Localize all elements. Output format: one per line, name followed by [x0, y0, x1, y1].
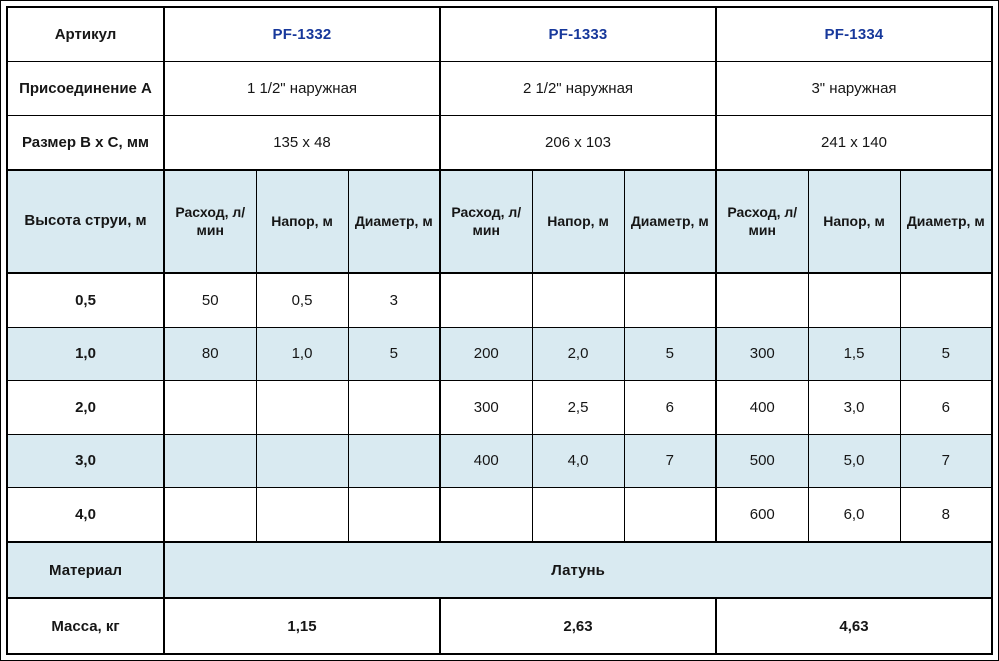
- jet-data-cell: [439, 272, 533, 328]
- subcol-header-cell: Напор, м: [531, 168, 625, 274]
- jet-data-cell: 5: [347, 326, 441, 382]
- jet-data-row: 2,0 300 2,5 6 400 3,0 6: [6, 380, 993, 435]
- jet-data-cell: [163, 433, 257, 489]
- jet-data-row: 3,0 400 4,0 7 500 5,0 7: [6, 433, 993, 489]
- jet-header-label-cell: Высота струи, м: [6, 168, 165, 274]
- jet-data-cell: 50: [163, 272, 257, 328]
- jet-data-cell: 300: [439, 380, 533, 435]
- jet-data-cell: 5,0: [807, 433, 901, 489]
- subcol-header-cell: Напор, м: [255, 168, 349, 274]
- material-label-cell: Материал: [6, 541, 165, 599]
- jet-data-cell: [807, 272, 901, 328]
- connection-value-cell: 2 1/2" наружная: [439, 61, 717, 116]
- jet-data-cell: 80: [163, 326, 257, 382]
- connection-row: Присоединение А 1 1/2" наружная 2 1/2" н…: [6, 61, 993, 116]
- jet-data-cell: 1,5: [807, 326, 901, 382]
- jet-height-cell: 2,0: [6, 380, 165, 435]
- jet-data-cell: 1,0: [255, 326, 349, 382]
- jet-data-cell: [623, 487, 717, 543]
- jet-height-cell: 3,0: [6, 433, 165, 489]
- jet-data-cell: [531, 487, 625, 543]
- jet-data-cell: 3: [347, 272, 441, 328]
- jet-data-cell: [255, 487, 349, 543]
- jet-data-cell: [347, 380, 441, 435]
- jet-data-cell: 3,0: [807, 380, 901, 435]
- jet-data-cell: [255, 433, 349, 489]
- jet-height-cell: 1,0: [6, 326, 165, 382]
- jet-data-cell: 5: [899, 326, 993, 382]
- article-value-cell: PF-1334: [715, 6, 993, 63]
- connection-label-cell: Присоединение А: [6, 61, 165, 116]
- jet-data-cell: 300: [715, 326, 809, 382]
- jet-data-cell: [715, 272, 809, 328]
- jet-data-cell: [531, 272, 625, 328]
- material-value-cell: Латунь: [163, 541, 993, 599]
- subcol-header-cell: Расход, л/мин: [439, 168, 533, 274]
- spec-table: Артикул PF-1332 PF-1333 PF-1334 Присоеди…: [6, 6, 993, 655]
- jet-header-row: Высота струи, м Расход, л/мин Напор, м Д…: [6, 168, 993, 274]
- size-label-cell: Размер B x C, мм: [6, 114, 165, 171]
- jet-data-cell: 400: [715, 380, 809, 435]
- article-label-cell: Артикул: [6, 6, 165, 63]
- subcol-header-cell: Расход, л/мин: [163, 168, 257, 274]
- mass-value-cell: 1,15: [163, 597, 441, 655]
- article-value-cell: PF-1333: [439, 6, 717, 63]
- jet-data-cell: 7: [899, 433, 993, 489]
- size-value-cell: 206 x 103: [439, 114, 717, 171]
- size-row: Размер B x C, мм 135 x 48 206 x 103 241 …: [6, 114, 993, 171]
- jet-data-cell: [899, 272, 993, 328]
- jet-data-cell: [347, 487, 441, 543]
- jet-data-cell: [439, 487, 533, 543]
- subcol-header-cell: Расход, л/мин: [715, 168, 809, 274]
- jet-data-cell: 5: [623, 326, 717, 382]
- jet-data-cell: 500: [715, 433, 809, 489]
- jet-data-cell: 600: [715, 487, 809, 543]
- jet-data-cell: [163, 380, 257, 435]
- jet-data-cell: 6: [899, 380, 993, 435]
- subcol-header-cell: Напор, м: [807, 168, 901, 274]
- jet-data-cell: [163, 487, 257, 543]
- jet-data-row: 1,0 80 1,0 5 200 2,0 5 300 1,5 5: [6, 326, 993, 382]
- article-row: Артикул PF-1332 PF-1333 PF-1334: [6, 6, 993, 63]
- jet-height-cell: 4,0: [6, 487, 165, 543]
- jet-height-cell: 0,5: [6, 272, 165, 328]
- mass-value-cell: 4,63: [715, 597, 993, 655]
- jet-data-cell: 2,0: [531, 326, 625, 382]
- jet-data-cell: 4,0: [531, 433, 625, 489]
- subcol-header-cell: Диаметр, м: [899, 168, 993, 274]
- jet-data-row: 0,5 50 0,5 3: [6, 272, 993, 328]
- connection-value-cell: 1 1/2" наружная: [163, 61, 441, 116]
- mass-value-cell: 2,63: [439, 597, 717, 655]
- material-row: Материал Латунь: [6, 541, 993, 599]
- jet-data-cell: 6: [623, 380, 717, 435]
- jet-data-cell: 6,0: [807, 487, 901, 543]
- jet-data-row: 4,0 600 6,0 8: [6, 487, 993, 543]
- subcol-header-cell: Диаметр, м: [623, 168, 717, 274]
- jet-data-cell: 400: [439, 433, 533, 489]
- jet-data-cell: [255, 380, 349, 435]
- mass-row: Масса, кг 1,15 2,63 4,63: [6, 597, 993, 655]
- jet-data-cell: 0,5: [255, 272, 349, 328]
- size-value-cell: 241 x 140: [715, 114, 993, 171]
- article-value-cell: PF-1332: [163, 6, 441, 63]
- subcol-header-cell: Диаметр, м: [347, 168, 441, 274]
- size-value-cell: 135 x 48: [163, 114, 441, 171]
- connection-value-cell: 3" наружная: [715, 61, 993, 116]
- jet-data-cell: [347, 433, 441, 489]
- jet-data-cell: 200: [439, 326, 533, 382]
- mass-label-cell: Масса, кг: [6, 597, 165, 655]
- jet-data-cell: 2,5: [531, 380, 625, 435]
- jet-data-cell: 7: [623, 433, 717, 489]
- jet-data-cell: 8: [899, 487, 993, 543]
- jet-data-cell: [623, 272, 717, 328]
